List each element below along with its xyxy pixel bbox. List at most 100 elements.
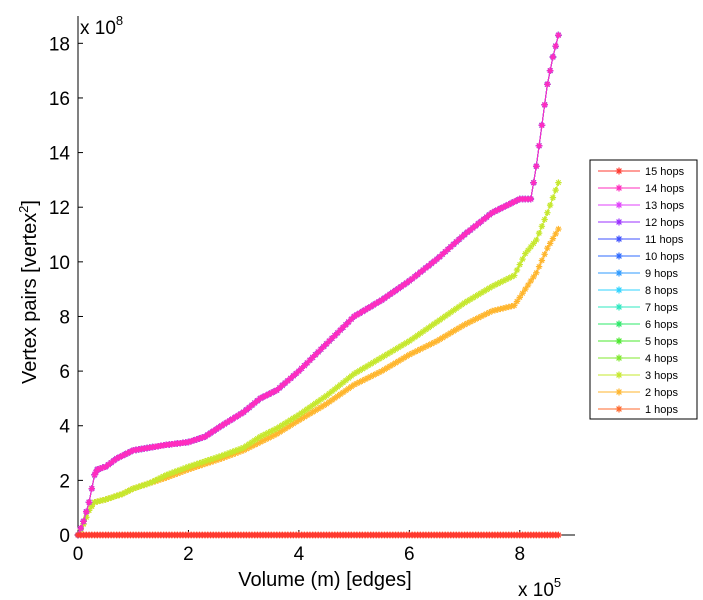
series-point bbox=[317, 403, 325, 411]
legend-label: 7 hops bbox=[645, 302, 679, 314]
series-point bbox=[259, 432, 267, 439]
x-tick-label: 0 bbox=[73, 544, 84, 565]
series-point bbox=[337, 391, 344, 398]
series-point bbox=[430, 258, 438, 265]
series-point bbox=[303, 359, 311, 367]
series-point bbox=[292, 413, 300, 420]
series-point bbox=[345, 375, 352, 382]
series-point bbox=[430, 339, 438, 346]
series-point bbox=[226, 449, 234, 456]
series-point bbox=[615, 201, 623, 209]
series-point bbox=[538, 223, 546, 230]
series-point bbox=[464, 297, 471, 305]
series-point bbox=[257, 438, 264, 446]
series-point bbox=[367, 360, 374, 368]
series-point bbox=[361, 306, 369, 314]
series-15-hops bbox=[74, 531, 562, 539]
series-point bbox=[254, 435, 261, 442]
series-point bbox=[486, 284, 493, 292]
series-point bbox=[315, 398, 322, 405]
series-point bbox=[389, 289, 396, 296]
series-point bbox=[411, 348, 419, 356]
series-point bbox=[110, 457, 118, 464]
series-point bbox=[118, 452, 126, 459]
y-tick-label: 14 bbox=[49, 144, 71, 165]
series-point bbox=[284, 418, 292, 425]
series-point bbox=[541, 101, 548, 108]
series-point bbox=[301, 407, 308, 415]
series-point bbox=[287, 416, 294, 424]
series-point bbox=[395, 285, 402, 292]
series-point bbox=[348, 383, 355, 390]
legend-item: 11 hops bbox=[598, 234, 684, 246]
series-point bbox=[309, 408, 316, 416]
series-point bbox=[546, 201, 554, 209]
series-point bbox=[480, 288, 488, 295]
series-point bbox=[77, 524, 84, 532]
series-point bbox=[442, 332, 449, 340]
series-point bbox=[124, 488, 131, 495]
legend-label: 11 hops bbox=[645, 234, 684, 246]
series-point bbox=[461, 321, 468, 328]
series-point bbox=[513, 197, 521, 204]
series-point bbox=[262, 430, 269, 438]
series-point bbox=[196, 435, 203, 442]
series-point bbox=[331, 394, 338, 402]
series-point bbox=[303, 412, 311, 419]
legend-label: 1 hops bbox=[645, 404, 679, 416]
series-point bbox=[494, 306, 501, 313]
series-point bbox=[163, 471, 170, 479]
series-point bbox=[505, 275, 512, 282]
series-point bbox=[85, 499, 93, 506]
series-point bbox=[381, 294, 388, 302]
series-point bbox=[193, 460, 200, 468]
series-point bbox=[400, 281, 408, 288]
series-point bbox=[430, 320, 438, 328]
series-point bbox=[110, 493, 118, 500]
series-point bbox=[245, 440, 253, 448]
series-point bbox=[442, 248, 449, 255]
series-point bbox=[276, 384, 283, 392]
series-point bbox=[281, 379, 289, 387]
series-point bbox=[124, 449, 131, 457]
series-point bbox=[469, 294, 477, 302]
series-point bbox=[204, 431, 211, 439]
series-point bbox=[243, 442, 250, 449]
series-point bbox=[270, 426, 278, 434]
series-point bbox=[397, 283, 405, 290]
series-point bbox=[320, 394, 327, 401]
series-point bbox=[339, 389, 347, 396]
series-point bbox=[168, 469, 176, 477]
series-point bbox=[262, 436, 269, 443]
series-point bbox=[511, 198, 518, 205]
series-point bbox=[447, 243, 454, 251]
series-point bbox=[317, 346, 325, 353]
series-point bbox=[292, 418, 300, 426]
series-point bbox=[505, 303, 512, 311]
series-point bbox=[408, 335, 416, 343]
series-point bbox=[257, 433, 264, 440]
series-point bbox=[378, 354, 385, 361]
series-point bbox=[149, 478, 156, 485]
series-point bbox=[276, 429, 283, 436]
series-point bbox=[469, 317, 477, 324]
series-point bbox=[99, 496, 107, 504]
legend-label: 5 hops bbox=[645, 336, 679, 348]
series-point bbox=[419, 328, 427, 335]
series-point bbox=[193, 436, 200, 443]
series-point bbox=[403, 279, 410, 287]
series-point bbox=[337, 326, 344, 334]
series-point bbox=[615, 320, 623, 328]
y-axis-label-sup: 2 bbox=[16, 206, 31, 213]
series-point bbox=[400, 341, 408, 348]
series-point bbox=[466, 296, 474, 303]
series-point bbox=[375, 298, 383, 305]
series-point bbox=[281, 420, 289, 427]
series-point bbox=[337, 381, 344, 388]
legend-item: 3 hops bbox=[598, 370, 679, 382]
series-point bbox=[455, 236, 463, 243]
series-point bbox=[397, 356, 405, 363]
series-point bbox=[350, 313, 358, 320]
series-point bbox=[232, 414, 239, 421]
series-point bbox=[511, 302, 518, 309]
